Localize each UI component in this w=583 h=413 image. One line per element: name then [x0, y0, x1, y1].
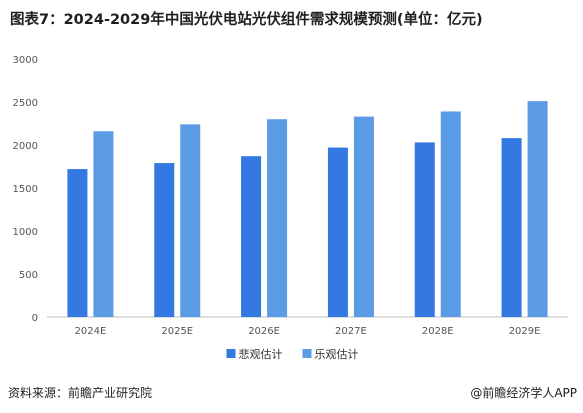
- bar-pessimistic: [67, 169, 88, 317]
- legend-label: 悲观估计: [239, 347, 283, 361]
- credit-note: @前瞻经济学人APP: [470, 386, 577, 400]
- bar-pessimistic: [241, 156, 262, 317]
- legend-swatch: [302, 349, 312, 358]
- chart-area: 0 500 1000 1500 2000 2500 3000 2024E 2025E 2026E 2…: [0, 34, 583, 379]
- x-tick-label: 2026E: [248, 326, 280, 337]
- x-tick-label: 2029E: [509, 326, 541, 337]
- x-tick-label: 2028E: [422, 326, 454, 337]
- x-tick-label: 2025E: [161, 326, 193, 337]
- y-tick-label: 2500: [13, 98, 38, 109]
- y-tick-label: 1000: [13, 227, 38, 238]
- bar-pessimistic: [327, 147, 348, 317]
- bar-pessimistic: [414, 142, 435, 317]
- bar-pessimistic: [154, 163, 175, 317]
- legend-swatch: [226, 349, 236, 358]
- bar-optimistic: [353, 116, 374, 318]
- y-tick-label: 2000: [13, 141, 38, 152]
- x-tick-label: 2024E: [75, 326, 107, 337]
- bar-chart: 0 500 1000 1500 2000 2500 3000 2024E 2025E 2026E 2…: [13, 55, 568, 361]
- source-note: 资料来源：前瞻产业研究院: [8, 386, 153, 400]
- bar-pessimistic: [501, 138, 522, 317]
- bar-optimistic: [93, 131, 114, 317]
- bar-optimistic: [440, 111, 461, 318]
- bar-optimistic: [180, 124, 201, 317]
- legend-label: 乐观估计: [315, 348, 359, 361]
- bar-optimistic: [527, 101, 548, 317]
- figure-title: 图表7：2024-2029年中国光伏电站光伏组件需求规模预测(单位：亿元): [10, 12, 483, 28]
- y-tick-label: 500: [19, 270, 38, 281]
- y-tick-label: 0: [32, 313, 38, 324]
- x-tick-label: 2027E: [335, 326, 367, 337]
- y-tick-label: 3000: [13, 55, 38, 66]
- y-tick-label: 1500: [13, 184, 38, 195]
- bar-optimistic: [267, 119, 288, 317]
